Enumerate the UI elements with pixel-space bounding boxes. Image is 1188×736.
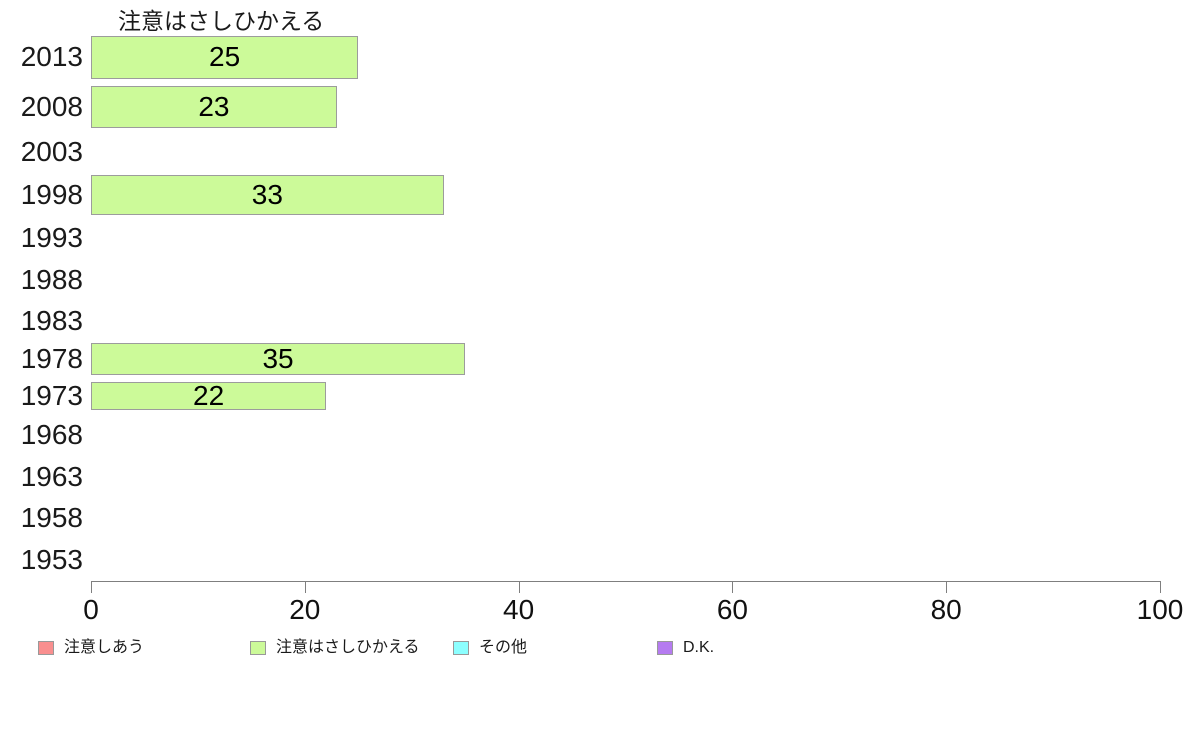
- bar-2013: 25: [91, 35, 359, 79]
- bar-1978: 35: [91, 343, 466, 375]
- x-axis-tick-20: [304, 581, 306, 593]
- y-axis-label-1988: 1988: [20, 264, 83, 295]
- x-axis-tick-0: [91, 581, 92, 593]
- y-axis-label-2013: 2013: [20, 41, 83, 72]
- x-axis-tick-label-60: 60: [716, 594, 748, 625]
- bar-value-label-2013: 25: [209, 41, 241, 72]
- y-axis-label-1983: 1983: [20, 305, 83, 336]
- y-axis-label-1998: 1998: [20, 179, 83, 210]
- x-axis-tick-80: [946, 581, 948, 593]
- y-axis-label-1958: 1958: [20, 502, 83, 533]
- bar-value-label-2008: 23: [198, 91, 230, 122]
- y-axis-label-2008: 2008: [20, 91, 83, 122]
- legend-label-3: D.K.: [683, 639, 715, 656]
- legend-label-2: その他: [479, 639, 528, 656]
- x-axis-tick-label-40: 40: [503, 594, 535, 625]
- bar-value-label-1973: 22: [193, 380, 225, 411]
- chart-title: 注意はさしひかえる: [118, 8, 325, 34]
- x-axis-tick-label-0: 0: [83, 594, 99, 625]
- x-axis-tick-label-80: 80: [930, 594, 962, 625]
- bar-2008: 23: [91, 86, 337, 128]
- legend-swatch-icon-2: [453, 641, 469, 655]
- legend-swatch-icon-0: [38, 641, 54, 655]
- x-axis-tick-100: [1160, 581, 1161, 593]
- bar-value-label-1978: 35: [262, 343, 294, 374]
- y-axis-label-1993: 1993: [20, 222, 83, 253]
- x-axis-tick-60: [732, 581, 734, 593]
- x-axis-tick-label-100: 100: [1136, 594, 1184, 625]
- y-axis-label-1953: 1953: [20, 544, 83, 575]
- legend-swatch-icon-1: [250, 641, 266, 655]
- y-axis-label-2003: 2003: [20, 136, 83, 167]
- y-axis-label-1963: 1963: [20, 461, 83, 492]
- x-axis-tick-label-20: 20: [289, 594, 321, 625]
- x-axis-line: [91, 581, 1161, 582]
- legend-label-1: 注意はさしひかえる: [276, 639, 420, 656]
- legend-label-0: 注意しあう: [64, 639, 145, 656]
- bar-1973: 22: [91, 380, 327, 411]
- x-axis-tick-40: [518, 581, 520, 593]
- bar-1998: 33: [91, 175, 444, 215]
- y-axis-label-1968: 1968: [20, 419, 83, 450]
- legend-swatch-icon-3: [657, 641, 673, 655]
- bar-value-label-1998: 33: [251, 179, 283, 210]
- y-axis-label-1973: 1973: [20, 380, 83, 411]
- y-axis-label-1978: 1978: [20, 343, 83, 374]
